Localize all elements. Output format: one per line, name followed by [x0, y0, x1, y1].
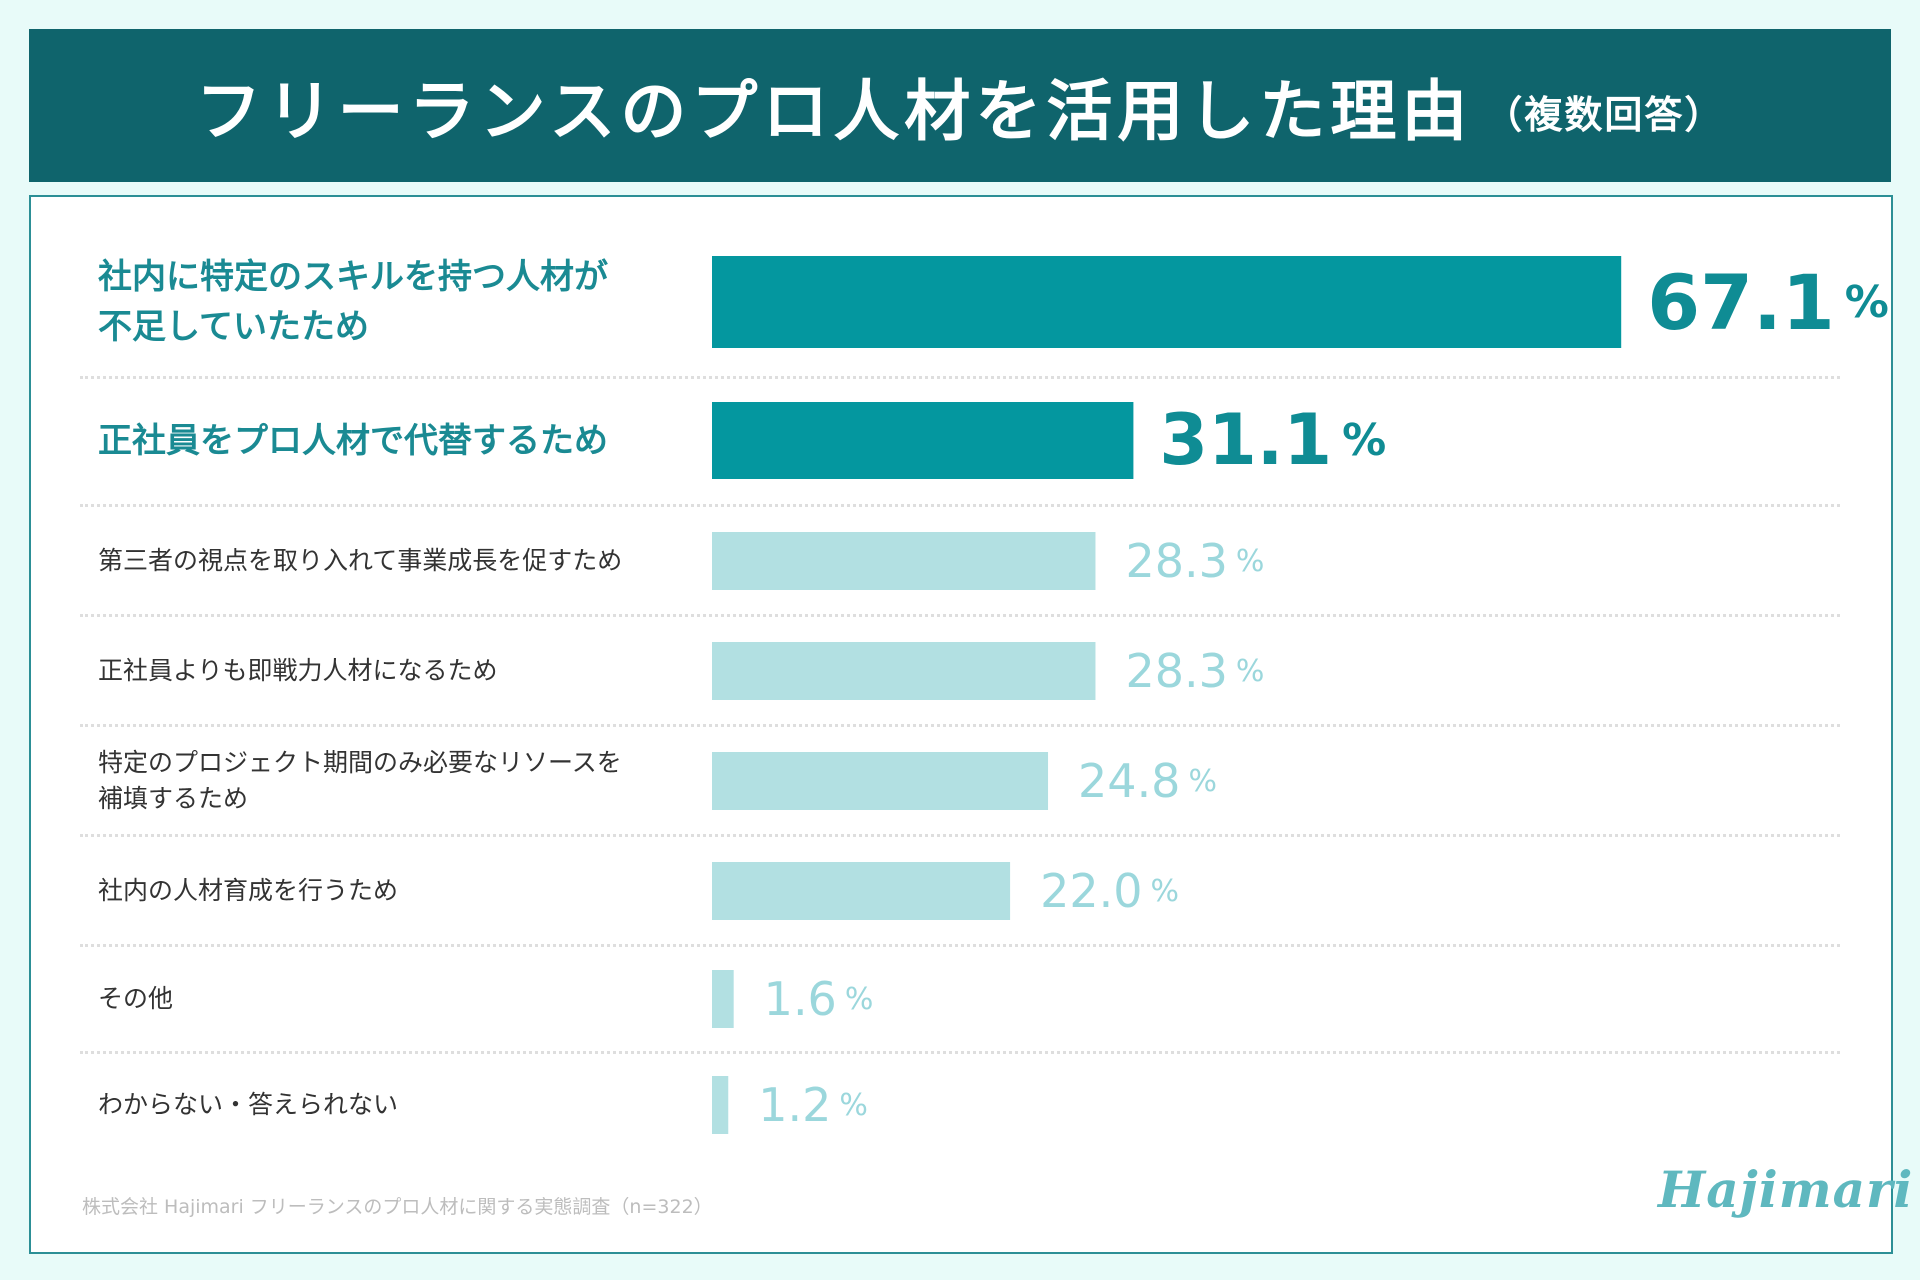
value-number: 1.6: [764, 972, 837, 1026]
value-label: 67.1%: [1647, 258, 1889, 347]
value-unit: %: [1188, 764, 1217, 799]
value-number: 24.8: [1078, 754, 1180, 808]
source-note: 株式会社 Hajimari フリーランスのプロ人材に関する実態調査（n=322）: [82, 1196, 713, 1218]
value-number: 22.0: [1040, 864, 1142, 918]
value-label: 1.6%: [764, 972, 874, 1026]
value-unit: %: [1342, 415, 1386, 466]
category-label: 正社員をプロ人材で代替するため: [98, 420, 608, 461]
value-label: 24.8%: [1078, 754, 1217, 808]
value-unit: %: [1151, 874, 1180, 909]
bar: [712, 642, 1096, 700]
value-label: 28.3%: [1125, 534, 1264, 588]
category-label: 特定のプロジェクト期間のみ必要なリソースを 補填するため: [98, 748, 622, 813]
value-unit: %: [839, 1088, 868, 1123]
value-number: 28.3: [1125, 534, 1227, 588]
chart-title: フリーランスのプロ人材を活用した理由: [195, 72, 1473, 150]
value-label: 1.2%: [758, 1078, 868, 1132]
value-unit: %: [845, 982, 874, 1017]
category-label: わからない・答えられない: [98, 1090, 399, 1119]
value-number: 31.1: [1159, 399, 1332, 481]
value-label: 22.0%: [1040, 864, 1179, 918]
row-divider: [80, 944, 1840, 947]
bar: [712, 752, 1049, 810]
hajimari-logo: Hajimari: [1658, 1160, 1914, 1219]
row-divider: [80, 614, 1840, 617]
row-divider: [80, 834, 1840, 837]
category-label: 社内に特定のスキルを持つ人材が 不足していたため: [98, 257, 608, 347]
category-label: 正社員よりも即戦力人材になるため: [98, 656, 498, 685]
value-number: 67.1: [1647, 258, 1835, 347]
bar: [712, 532, 1096, 590]
category-label: 社内の人材育成を行うため: [98, 876, 399, 905]
value-unit: %: [1236, 544, 1265, 579]
category-label: 第三者の視点を取り入れて事業成長を促すため: [98, 546, 623, 575]
row-divider: [80, 1051, 1840, 1054]
bar: [712, 1076, 729, 1134]
value-unit: %: [1845, 277, 1889, 328]
value-number: 28.3: [1125, 644, 1227, 698]
row-divider: [80, 724, 1840, 727]
chart-title-note: （複数回答）: [1484, 93, 1725, 137]
value-label: 28.3%: [1125, 644, 1264, 698]
bar: [712, 862, 1011, 920]
value-number: 1.2: [758, 1078, 831, 1132]
chart-header: フリーランスのプロ人材を活用した理由 （複数回答）: [29, 29, 1891, 182]
row-divider: [80, 504, 1840, 507]
bar: [712, 970, 734, 1028]
value-label: 31.1%: [1159, 399, 1386, 481]
category-label: その他: [98, 984, 174, 1013]
value-unit: %: [1236, 654, 1265, 689]
bar: [712, 402, 1134, 479]
row-divider: [80, 376, 1840, 379]
bar: [712, 256, 1622, 348]
